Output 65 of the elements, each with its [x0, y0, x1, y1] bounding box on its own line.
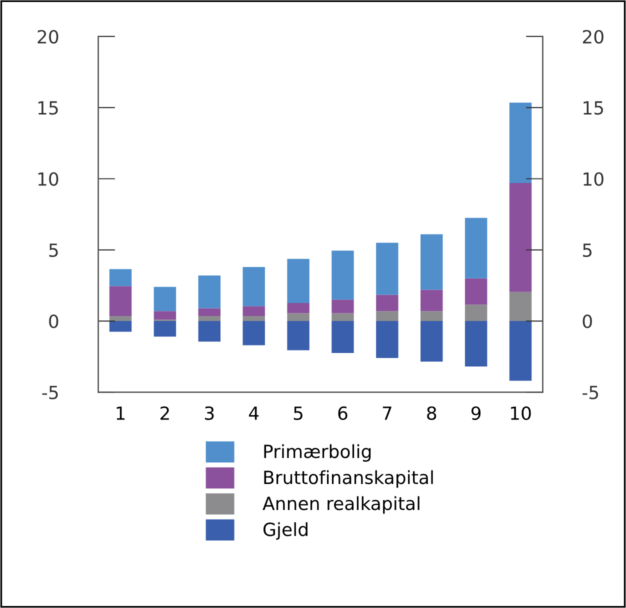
bar	[332, 321, 354, 354]
bar	[509, 321, 532, 381]
bar	[198, 308, 221, 316]
bar	[154, 321, 176, 337]
y2-tick-label: -5	[582, 386, 598, 400]
bar	[464, 218, 488, 278]
x-tick-label: 6	[338, 406, 348, 420]
bar	[332, 313, 354, 322]
x-tick-label: 9	[471, 406, 481, 420]
y-tick-label: 0	[49, 314, 58, 328]
y2-tick-label: 15	[584, 101, 604, 115]
x-tick-label: 1	[116, 406, 125, 420]
bar	[109, 316, 132, 322]
y2-tick-label: 5	[583, 244, 592, 258]
legend-label: Gjeld	[263, 522, 308, 540]
bar	[287, 321, 310, 350]
bar	[464, 304, 488, 322]
bar	[242, 321, 265, 346]
bar	[464, 278, 488, 305]
bar	[287, 258, 310, 303]
y-tick-label: 20	[38, 30, 58, 44]
bar	[376, 242, 398, 295]
x-tick-label: 4	[248, 406, 259, 420]
bar	[242, 306, 265, 316]
x-tick-label: 5	[294, 406, 302, 420]
bar	[287, 313, 310, 322]
bar	[109, 286, 132, 316]
legend-label: Annen realkapital	[262, 496, 420, 514]
bar	[198, 275, 221, 308]
bar	[332, 300, 354, 314]
bar	[420, 290, 443, 312]
bar	[420, 311, 443, 322]
bar	[287, 302, 310, 314]
bar	[509, 292, 532, 322]
y2-tick-label: 20	[582, 30, 604, 44]
bar	[109, 321, 132, 332]
bar	[154, 311, 176, 320]
bar	[509, 102, 532, 184]
y-tick-label: 5	[49, 244, 58, 258]
y-tick-label: 10	[38, 172, 58, 186]
bar	[509, 183, 532, 292]
bar	[242, 266, 265, 306]
bar	[198, 316, 221, 322]
bar	[198, 321, 221, 342]
bar	[332, 250, 354, 300]
bar	[154, 286, 176, 312]
bar	[464, 321, 488, 367]
x-tick-label: 8	[427, 406, 436, 420]
legend-label: Primærbolig	[264, 444, 371, 462]
x-tick-label: 2	[160, 406, 169, 420]
y-tick-label: -5	[42, 386, 58, 400]
x-tick-label: 3	[205, 406, 214, 420]
bar	[376, 294, 398, 312]
bar	[420, 234, 443, 290]
x-tick-label: 7	[382, 406, 392, 420]
legend-label: Bruttofinanskapital	[264, 470, 433, 488]
bar	[376, 311, 398, 322]
y2-tick-label: 0	[582, 314, 592, 328]
bar	[376, 321, 398, 358]
bar	[109, 269, 132, 286]
bar	[242, 316, 265, 322]
bar	[420, 321, 443, 362]
x-tick-label: 10	[511, 406, 531, 420]
y-tick-label: 15	[38, 101, 58, 115]
y2-tick-label: 10	[584, 172, 604, 186]
